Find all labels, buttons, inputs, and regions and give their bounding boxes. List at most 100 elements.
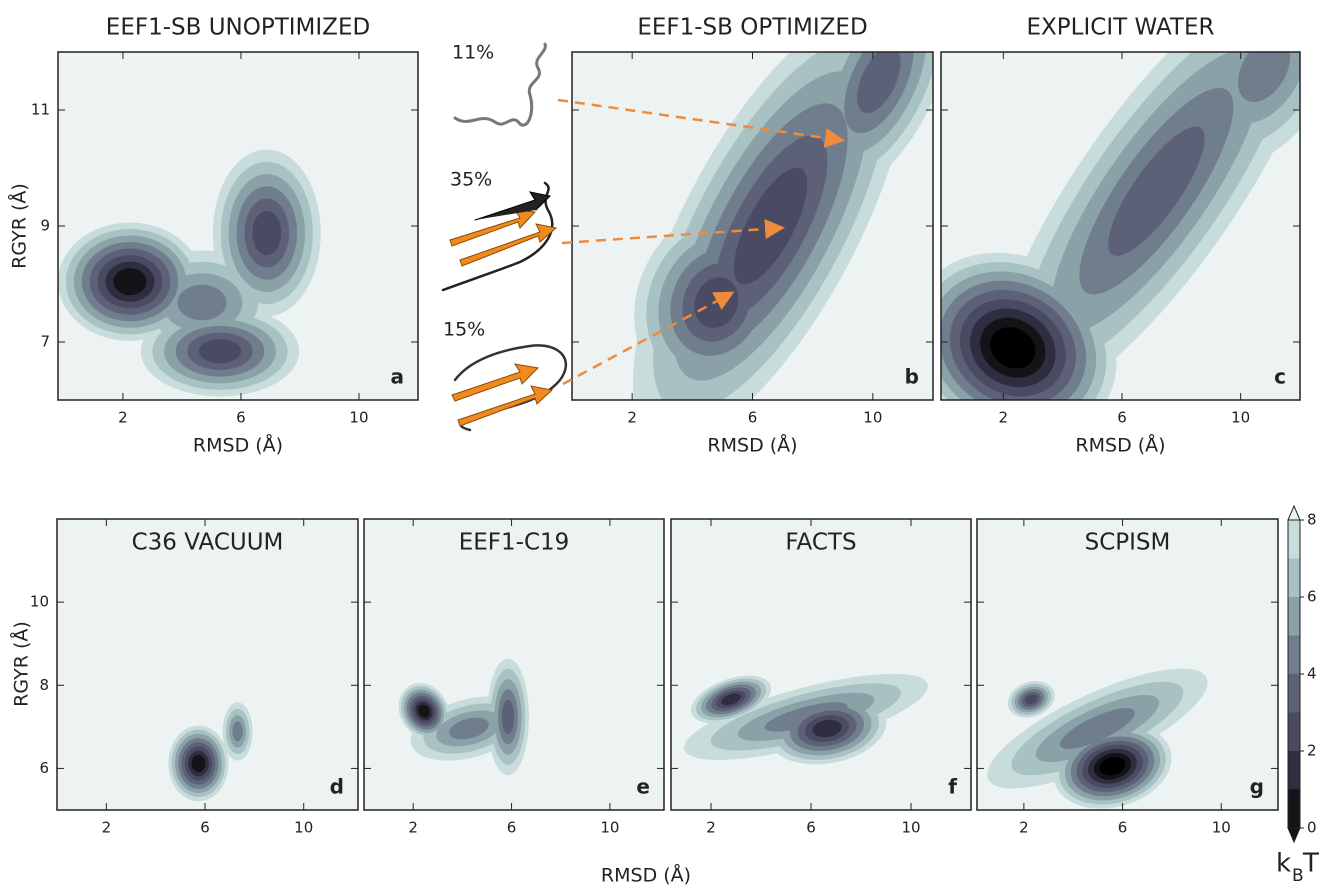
x-tick-label: 6 [806,819,816,837]
panel-title: EEF1-SB UNOPTIMIZED [106,15,370,41]
contour-level [449,717,489,740]
y-tick-label: 10 [30,593,49,611]
panel-title: FACTS [785,530,856,556]
x-tick-label: 10 [901,819,920,837]
panel-title: SCPISM [1085,530,1171,556]
contour-level [857,52,901,114]
panel: 2 6 10 EEF1-C19 e [363,518,665,837]
contours [398,658,529,776]
panel-frame [56,518,359,811]
contours [987,668,1208,809]
contour-level [232,721,243,742]
panel: 2 6 10 EXPLICIT WATER c RMSD (Å) [940,15,1301,457]
x-tick-label: 2 [408,819,418,837]
colorbar-band [1288,712,1300,751]
contours [941,52,1300,400]
y-tick-label: 8 [39,676,49,694]
x-tick-label: 6 [236,409,246,427]
colorbar-tick-label: 8 [1307,511,1317,529]
panel: 2 6 10 EEF1-SB OPTIMIZED b RMSD (Å) [571,15,934,457]
contour-level [764,702,848,732]
contour-level [1059,708,1135,749]
panel-letter: a [391,365,405,389]
panel-frame [670,518,972,811]
panel-letter: e [636,775,650,799]
colorbar-band [1288,674,1300,713]
panel-letter: g [1250,775,1264,799]
contour-level [501,699,515,735]
panel-title: EEF1-C19 [459,530,570,556]
panel: 2 6 10 6 8 10 C36 VACUUM d [30,518,359,837]
colorbar-tick-label: 2 [1307,742,1317,760]
panel-frame [976,518,1279,811]
x-axis-label: RMSD (Å) [601,864,691,887]
x-tick-label: 10 [1212,819,1231,837]
panel-title: C36 VACUUM [132,530,284,556]
x-axis-label: RMSD (Å) [193,434,283,457]
colorbar-band [1288,635,1300,674]
panel-background [671,519,971,810]
contours [58,149,321,397]
panel-letter: c [1274,365,1286,389]
x-tick-label: 6 [507,819,517,837]
x-tick-label: 10 [600,819,619,837]
colorbar-label: B [1292,866,1304,886]
panel: 2 6 10 7 9 11 EEF1-SB UNOPTIMIZED a RMSD (Å) [31,15,419,457]
colorbar-extend [1287,827,1301,844]
structure-cartoons [441,42,567,432]
colorbar-label: k [1276,849,1291,879]
x-tick-label: 2 [118,409,128,427]
x-tick-label: 2 [706,819,716,837]
colorbar-tick-label: 4 [1307,665,1317,683]
y-axis-label: RGYR (Å) [10,621,33,707]
panel-letter: b [905,365,919,389]
x-tick-label: 6 [200,819,210,837]
population-label: 15% [443,319,485,341]
panel-frame [363,518,665,811]
x-tick-label: 10 [349,409,368,427]
y-tick-label: 9 [40,217,50,235]
contour-level [812,719,842,738]
panel: 2 6 10 FACTS f [670,518,972,837]
x-tick-label: 10 [294,819,313,837]
panel-letter: f [948,775,957,799]
colorbar-band [1288,597,1300,636]
x-axis-label: RMSD (Å) [707,434,797,457]
contour-level [177,284,227,321]
panel-title: EXPLICIT WATER [1027,15,1215,41]
x-tick-label: 6 [1117,409,1127,427]
colorbar-label: T [1302,849,1319,879]
contour-level [1024,694,1038,705]
panel-letter: d [330,775,344,799]
arrows [557,98,845,386]
contour-level [1099,757,1126,776]
y-axis-label: RGYR (Å) [8,183,31,269]
colorbar-tick-label: 6 [1307,588,1317,606]
x-axis-label: RMSD (Å) [1075,434,1165,457]
x-tick-label: 10 [1231,409,1250,427]
colorbar: 0 2 4 6 8 k B T [1276,504,1319,886]
contour-level [721,693,741,706]
x-tick-label: 6 [748,409,758,427]
colorbar-band [1288,520,1300,559]
panel-title: EEF1-SB OPTIMIZED [637,15,867,41]
contour-level [252,210,282,256]
contour-level [418,704,430,718]
colorbar-band [1288,789,1300,828]
contour-level [990,327,1036,369]
contour-level [113,268,147,296]
contour-level [1108,126,1205,256]
y-tick-label: 7 [40,333,50,351]
contours [168,702,253,802]
x-tick-label: 10 [863,409,882,427]
contour-level [198,339,242,364]
y-tick-label: 6 [39,759,49,777]
x-tick-label: 2 [1019,819,1029,837]
x-tick-label: 2 [999,409,1009,427]
colorbar-band [1288,558,1300,597]
population-label: 35% [450,169,492,191]
x-tick-label: 2 [102,819,112,837]
colorbar-extend [1287,504,1301,521]
panel: 2 6 10 SCPISM g [976,518,1279,837]
